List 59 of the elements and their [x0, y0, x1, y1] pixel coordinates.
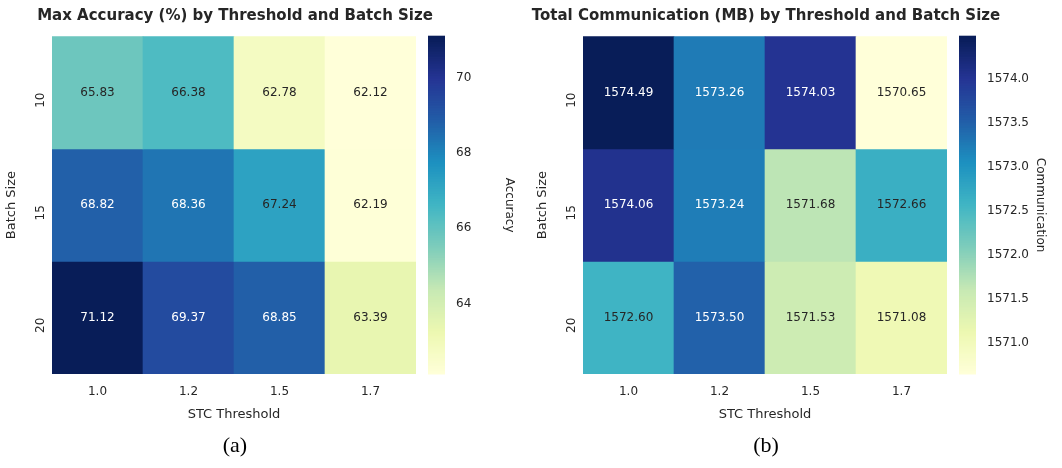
x-tick-label: 1.2 — [178, 384, 199, 399]
color-bar-label: 64 — [456, 295, 472, 310]
data-label: 1573.24 — [694, 197, 745, 212]
data-label: 1571.08 — [876, 309, 927, 324]
x-tick-label: 1.0 — [618, 384, 639, 399]
data-label: 68.36 — [171, 197, 206, 212]
data-label: 66.38 — [171, 84, 206, 99]
data-label: 62.12 — [353, 84, 388, 99]
data-label: 69.37 — [171, 309, 206, 324]
color-bar-label: 1572.5 — [987, 203, 1029, 218]
color-bar-label: 1573.5 — [987, 115, 1029, 130]
data-label: 1573.26 — [694, 84, 745, 99]
text: (a) — [221, 432, 249, 458]
color-bar-label: 1572.0 — [987, 247, 1029, 262]
y-tick-label: 15 — [564, 205, 579, 221]
color-bar-label: 1573.0 — [987, 159, 1029, 174]
x-tick-label: 1.7 — [891, 384, 912, 399]
data-label: 62.19 — [353, 197, 388, 212]
y-axis-title: Batch Size — [534, 171, 550, 240]
x-tick-label: 1.5 — [269, 384, 290, 399]
x-tick-label: 1.7 — [360, 384, 381, 399]
x-tick-label: 1.0 — [87, 384, 108, 399]
y-tick-label: 20 — [564, 317, 579, 333]
data-label: 71.12 — [80, 309, 115, 324]
y-tick-label: 10 — [33, 92, 48, 108]
color-bar-title: Accuracy — [502, 177, 517, 233]
data-label: 63.39 — [353, 309, 388, 324]
color-bar-label: 1571.5 — [987, 291, 1029, 306]
x-tick-label: 1.2 — [709, 384, 730, 399]
chart-title: Total Communication (MB) by Threshold and Batch Size — [531, 6, 1001, 24]
data-label: 65.83 — [80, 84, 115, 99]
data-label: 67.24 — [262, 197, 297, 212]
data-label: 1574.03 — [785, 84, 836, 99]
y-tick-label: 10 — [564, 92, 579, 108]
data-label: 62.78 — [262, 84, 297, 99]
data-label: 1574.49 — [603, 84, 654, 99]
color-bar-label: 1571.0 — [987, 335, 1029, 350]
x-axis-title: STC Threshold — [718, 405, 812, 421]
data-label: 1572.60 — [603, 309, 654, 324]
text: (b) — [752, 432, 780, 458]
x-axis-title: STC Threshold — [187, 405, 281, 421]
color-bar-label: 70 — [456, 70, 472, 85]
color-bar-title: Communication — [1033, 157, 1048, 253]
color-bar-label: 1574.0 — [987, 71, 1029, 86]
data-label: 1572.66 — [876, 197, 927, 212]
chart-title: Max Accuracy (%) by Threshold and Batch Size — [36, 6, 434, 24]
data-label: 1574.06 — [603, 197, 654, 212]
data-label: 1571.53 — [785, 309, 836, 324]
y-axis-title: Batch Size — [3, 171, 19, 240]
data-label: 1573.50 — [694, 309, 745, 324]
y-tick-label: 20 — [33, 317, 48, 333]
color-bar-label: 68 — [456, 145, 472, 160]
y-tick-label: 15 — [33, 205, 48, 221]
data-label: 68.82 — [80, 197, 115, 212]
data-label: 1570.65 — [876, 84, 927, 99]
x-tick-label: 1.5 — [800, 384, 821, 399]
color-bar-label: 66 — [456, 220, 472, 235]
data-label: 68.85 — [262, 309, 297, 324]
data-label: 1571.68 — [785, 197, 836, 212]
